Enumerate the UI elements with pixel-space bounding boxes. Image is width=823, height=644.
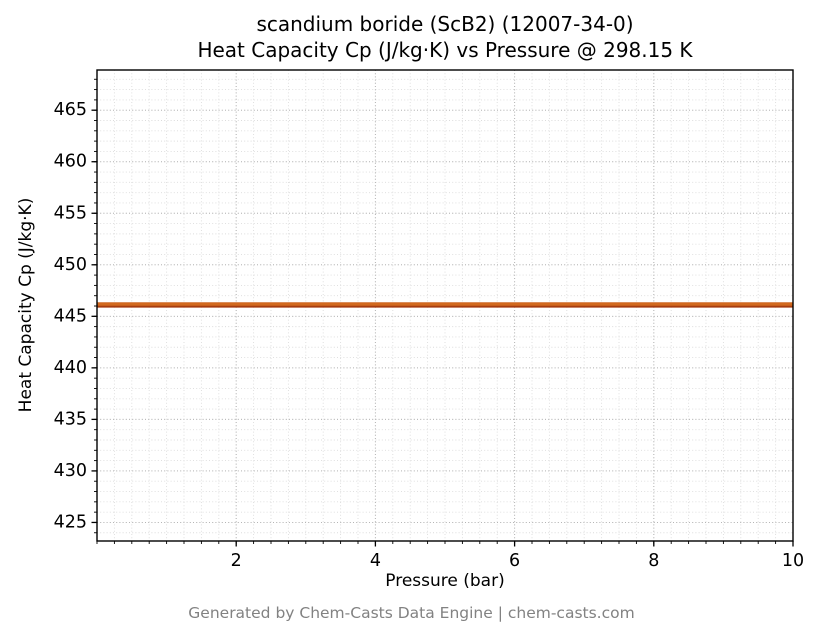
svg-text:4: 4 [370,551,381,571]
svg-text:6: 6 [509,551,520,571]
footer-text: Generated by Chem-Casts Data Engine | ch… [188,604,635,622]
svg-text:445: 445 [54,306,87,326]
svg-text:465: 465 [54,100,87,120]
svg-text:430: 430 [54,461,87,481]
svg-text:460: 460 [54,152,87,172]
chart-title-line1: scandium boride (ScB2) (12007-34-0) [256,12,634,36]
svg-text:440: 440 [54,358,87,378]
svg-text:450: 450 [54,255,87,275]
svg-text:435: 435 [54,409,87,429]
svg-text:10: 10 [782,551,804,571]
y-axis-label: Heat Capacity Cp (J/kg·K) [16,197,36,413]
svg-text:8: 8 [648,551,659,571]
chart-title-line2: Heat Capacity Cp (J/kg·K) vs Pressure @ … [197,38,693,63]
svg-text:2: 2 [231,551,242,571]
x-axis-label: Pressure (bar) [385,571,505,591]
svg-text:425: 425 [54,512,87,532]
svg-text:455: 455 [54,203,87,223]
chart-title: scandium boride (ScB2) (12007-34-0) Heat… [97,11,793,64]
